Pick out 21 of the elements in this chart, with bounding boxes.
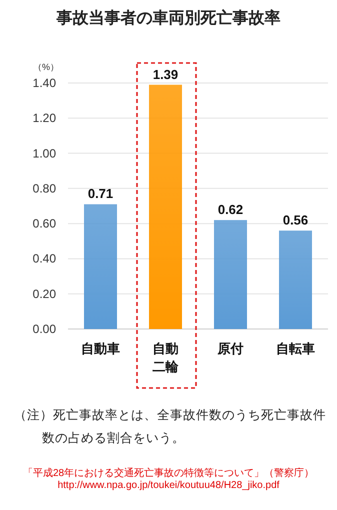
text: 「平成28年における交通死亡事故の特徴等について」（警察庁） <box>22 466 316 480</box>
data-label: 1.39 <box>152 66 178 82</box>
y-axis-title: （%） <box>32 62 60 72</box>
y-tick-label: 0.80 <box>32 181 56 196</box>
data-label: 0.56 <box>282 212 308 228</box>
y-tick-label: 0.60 <box>32 216 56 231</box>
chart-title: 事故当事者の車両別死亡事故率 <box>56 8 282 29</box>
y-tick-label: 1.00 <box>32 146 56 160</box>
y-tick-label: 0.00 <box>32 322 56 336</box>
x-tick-label: 原付 <box>216 341 244 356</box>
text: http://www.npa.go.jp/toukei/koutuu48/H28_jiko.pdf <box>56 480 280 491</box>
data-label: 0.62 <box>218 202 244 218</box>
y-tick-label: 1.40 <box>32 76 56 90</box>
text: （注）死亡事故率とは、全事故件数のうち死亡事故件数の占める割合をいう。 <box>14 407 327 447</box>
x-tick-label: 自動車 <box>81 341 120 356</box>
y-tick-label: 0.40 <box>32 252 56 266</box>
x-tick-label: 自転車 <box>276 341 315 356</box>
y-tick-label: 0.20 <box>32 286 56 301</box>
y-tick-label: 1.20 <box>32 111 56 126</box>
x-tick-label: 自動二輪 <box>152 341 180 374</box>
data-label: 0.71 <box>88 186 114 202</box>
